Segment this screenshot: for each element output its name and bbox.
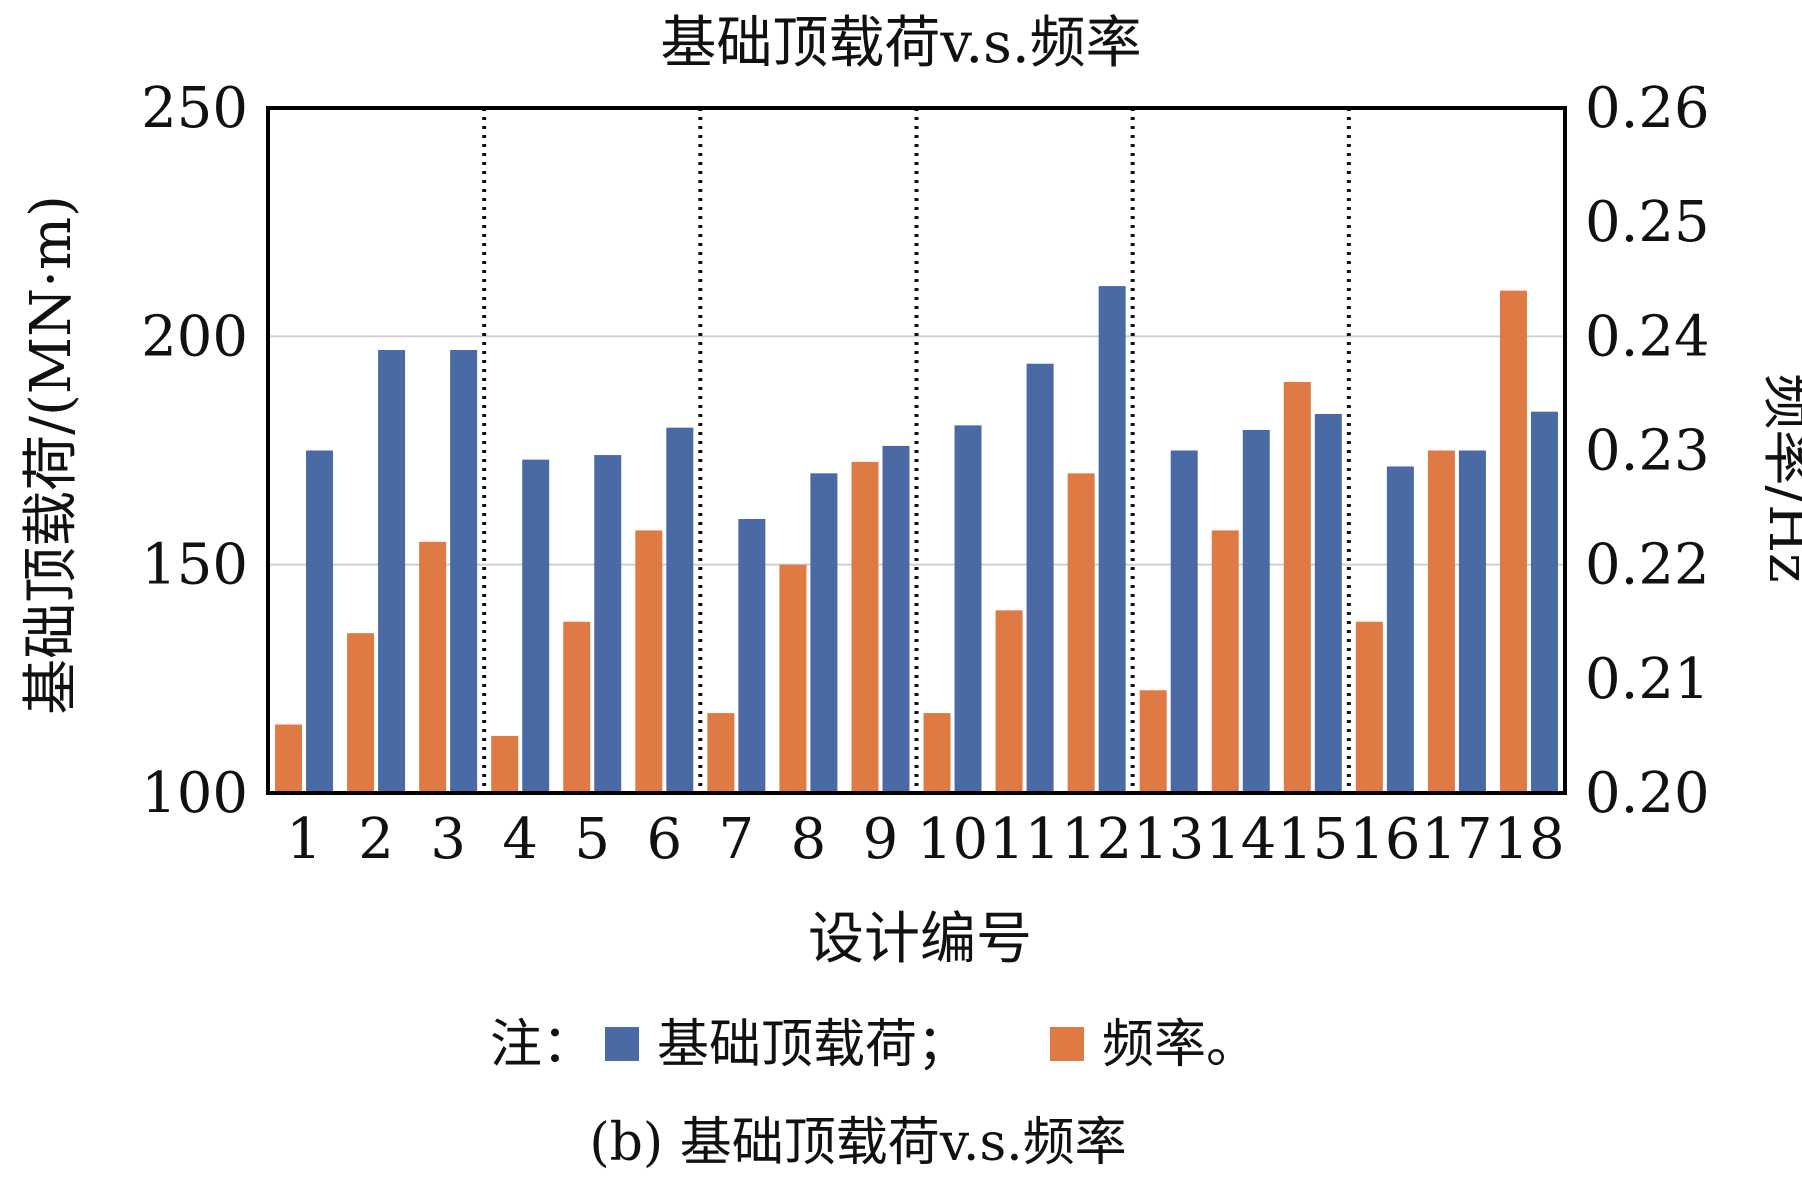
bar-frequency (275, 724, 303, 793)
left-tick-label: 200 (141, 304, 248, 369)
bar-frequency (419, 541, 447, 793)
bar-load (954, 425, 982, 793)
right-tick-label: 0.20 (1585, 761, 1710, 826)
x-tick-label: 8 (791, 807, 827, 872)
x-tick-label: 3 (430, 807, 466, 872)
gridlines (268, 335, 1565, 566)
right-tick-label: 0.21 (1585, 647, 1710, 712)
x-tick-label: 5 (574, 807, 610, 872)
bar-load (1530, 411, 1558, 793)
right-axis-label: 频率/Hz (1756, 373, 1802, 582)
x-tick-label: 13 (1133, 807, 1204, 872)
x-tick-label: 1 (286, 807, 322, 872)
bar-frequency (635, 530, 663, 793)
bar-load (1098, 286, 1126, 793)
left-tick-label: 150 (141, 533, 248, 598)
legend-swatch-frequency (1050, 1027, 1084, 1061)
bar-load (522, 459, 550, 793)
bar-load (666, 427, 694, 793)
legend-swatch-load (605, 1027, 639, 1061)
bar-load (738, 519, 766, 793)
figure-caption: (b) 基础顶载荷v.s.频率 (589, 1113, 1126, 1173)
right-tick-label: 0.22 (1585, 533, 1710, 598)
bar-frequency (1499, 290, 1527, 793)
bar-frequency (707, 713, 735, 793)
x-tick-label: 4 (502, 807, 538, 872)
bar-frequency (563, 621, 591, 793)
bar-frequency (1067, 473, 1095, 793)
x-axis-label: 设计编号 (808, 907, 1032, 972)
x-tick-label: 12 (1061, 807, 1132, 872)
bar-frequency (347, 633, 375, 793)
bar-frequency (1211, 530, 1239, 793)
x-tick-label: 7 (719, 807, 755, 872)
bar-frequency (491, 735, 519, 793)
bar-frequency (1427, 450, 1455, 793)
bar-frequency (851, 461, 879, 793)
bar-load (306, 450, 334, 793)
bar-load (1458, 450, 1486, 793)
bar-load (1386, 466, 1414, 793)
right-tick-label: 0.23 (1585, 419, 1710, 484)
bar-frequency (923, 713, 951, 793)
group-separators (482, 108, 1351, 793)
x-tick-label: 14 (1205, 807, 1276, 872)
right-tick-label: 0.25 (1585, 190, 1710, 255)
x-tick-label: 16 (1349, 807, 1420, 872)
plot-frame (266, 106, 1567, 795)
bar-load (594, 455, 622, 793)
bar-load (1242, 429, 1270, 793)
legend-label-load: 基础顶载荷； (657, 1015, 969, 1075)
x-tick-label: 9 (863, 807, 899, 872)
left-tick-label: 250 (141, 76, 248, 141)
x-tick-label: 6 (646, 807, 682, 872)
legend-prefix: 注： (490, 1015, 594, 1075)
x-tick-label: 17 (1421, 807, 1492, 872)
left-axis-label: 基础顶载荷/(MN·m) (19, 195, 84, 715)
bar-load (810, 473, 838, 793)
bar-frequency (779, 564, 807, 793)
x-tick-label: 2 (358, 807, 394, 872)
bar-frequency (1139, 690, 1167, 793)
x-tick-label: 15 (1277, 807, 1348, 872)
right-tick-label: 0.24 (1585, 304, 1710, 369)
bar-load (1314, 413, 1342, 793)
x-tick-label: 11 (989, 807, 1060, 872)
bar-load (1170, 450, 1198, 793)
left-axis-ticks: 100 150 200 250 (141, 76, 248, 826)
bar-load (378, 350, 406, 793)
legend: 注： 基础顶载荷； 频率。 (490, 1015, 1258, 1075)
bars (275, 286, 1558, 793)
bar-frequency (1283, 382, 1311, 793)
left-tick-label: 100 (141, 761, 248, 826)
chart-title: 基础顶载荷v.s.频率 (660, 11, 1141, 76)
bar-frequency (1355, 621, 1383, 793)
bar-load (450, 350, 478, 793)
x-axis-ticks: 1 2 3 4 5 6 7 8 9 10 11 12 13 14 15 16 17 18 (286, 807, 1564, 872)
bar-frequency (995, 610, 1023, 793)
x-tick-label: 10 (917, 807, 988, 872)
x-tick-label: 18 (1493, 807, 1564, 872)
bar-load (1026, 363, 1054, 793)
bar-load (882, 445, 910, 793)
right-axis-ticks: 0.20 0.21 0.22 0.23 0.24 0.25 0.26 (1585, 76, 1710, 826)
legend-label-frequency: 频率。 (1102, 1015, 1258, 1075)
right-tick-label: 0.26 (1585, 76, 1710, 141)
